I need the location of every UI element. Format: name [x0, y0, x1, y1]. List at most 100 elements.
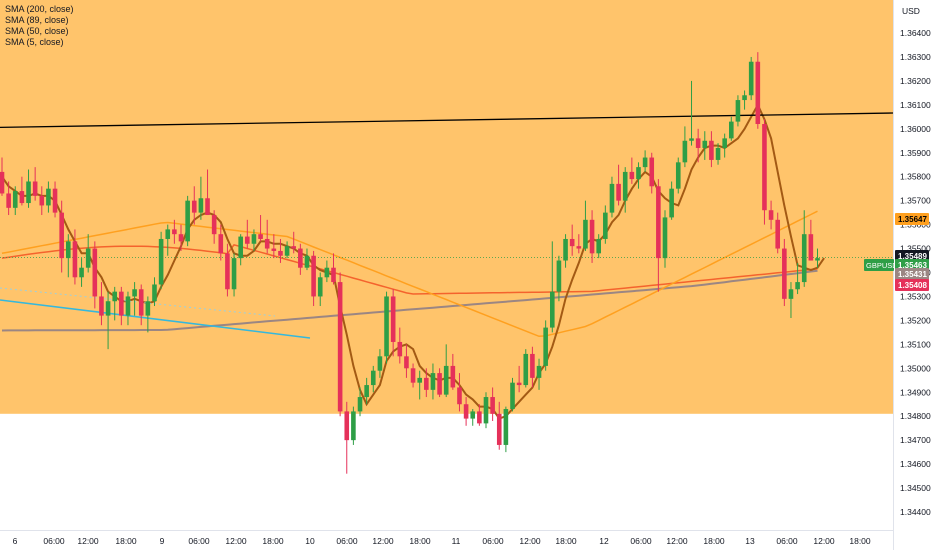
candle-body: [450, 365, 456, 388]
x-tick-label: 6: [13, 536, 18, 546]
x-tick-label: 12:00: [813, 536, 835, 546]
candle-body: [563, 238, 568, 261]
legend-sma200: SMA (200, close): [5, 4, 74, 14]
candle-body: [543, 327, 548, 366]
candle-body: [755, 61, 761, 125]
candle-body: [211, 215, 217, 235]
blue-trend-line: [0, 299, 311, 339]
legend-sma89: SMA (89, close): [5, 15, 69, 25]
candle-body: [516, 382, 522, 386]
candle-body: [99, 296, 104, 316]
y-tick-label: 1.35900: [900, 148, 931, 158]
candle-body: [735, 100, 741, 122]
candle-body: [384, 296, 389, 357]
candle-body: [225, 253, 230, 290]
candle-body: [675, 162, 681, 189]
x-tick-label: 12:00: [77, 536, 99, 546]
blue-trend-dotted-line: [0, 287, 276, 317]
candle-body: [510, 382, 515, 410]
candle-body: [762, 124, 767, 211]
candle-body: [530, 353, 535, 378]
y-tick-label: 1.35500: [900, 244, 931, 254]
candle-body: [264, 238, 270, 249]
x-tick-label: 11: [452, 536, 461, 546]
candle-body: [470, 411, 476, 419]
candle-body: [417, 377, 422, 383]
candle-body: [477, 411, 482, 424]
candle-body: [390, 296, 396, 342]
y-tick-label: 1.35700: [900, 196, 931, 206]
candle-body: [377, 356, 383, 371]
y-tick-label: 1.34800: [900, 411, 931, 421]
candle-body: [152, 284, 157, 302]
y-tick-label: 1.34400: [900, 507, 931, 517]
legend-sma5: SMA (5, close): [5, 37, 64, 47]
candle-body: [357, 397, 363, 412]
x-tick-label: 06:00: [482, 536, 504, 546]
candle-body: [138, 289, 144, 316]
x-tick-label: 12:00: [519, 536, 541, 546]
candle-body: [748, 61, 754, 96]
indicator-legend: SMA (200, close) SMA (89, close) SMA (50…: [5, 4, 74, 48]
candle-body: [158, 238, 164, 285]
candle-body: [801, 234, 807, 283]
candle-body: [457, 387, 462, 405]
candle-body: [125, 296, 131, 316]
candle-body: [12, 191, 18, 208]
x-tick-label: 06:00: [776, 536, 798, 546]
y-tick-label: 1.35200: [900, 315, 931, 325]
y-tick-label: 1.35000: [900, 363, 931, 373]
symbol-tag: [864, 259, 894, 271]
candle-body: [782, 248, 787, 299]
price-tag: [895, 279, 929, 291]
candle-body: [742, 95, 747, 101]
candle-body: [364, 385, 369, 398]
price-tag: [895, 268, 929, 280]
candle-body: [145, 301, 151, 316]
y-tick-label: 1.36300: [900, 52, 931, 62]
candle-body: [119, 291, 124, 316]
y-tick-label: 1.34500: [900, 483, 931, 493]
candle-body: [19, 191, 25, 204]
price-tag-label: 1.35463: [898, 261, 927, 270]
candle-body: [238, 236, 243, 259]
x-tick-label: 06:00: [630, 536, 652, 546]
candle-body: [0, 171, 5, 194]
candle-body: [424, 377, 429, 390]
candle-body: [815, 258, 820, 261]
candle-body: [112, 291, 118, 302]
candle-body: [656, 186, 661, 259]
candle-body: [682, 140, 688, 163]
candle-body: [39, 195, 45, 206]
candle-body: [556, 260, 562, 292]
candle-body: [245, 236, 250, 244]
candle-body: [172, 229, 177, 235]
candle-body: [205, 198, 210, 216]
x-tick-label: 9: [160, 536, 165, 546]
candle-body: [549, 291, 555, 328]
candle-body: [165, 229, 171, 239]
candle-body: [337, 282, 343, 412]
x-tick-label: 12:00: [666, 536, 688, 546]
candle-body: [622, 171, 628, 201]
candle-body: [669, 188, 674, 218]
x-tick-label: 18:00: [409, 536, 431, 546]
candle-body: [198, 198, 204, 213]
sma50-line: [1, 210, 818, 338]
candle-body: [715, 147, 721, 160]
candle-body: [92, 248, 98, 297]
candle-body: [178, 234, 184, 242]
candle-body: [324, 267, 330, 278]
y-tick-label: 1.35300: [900, 291, 931, 301]
y-tick-label: 1.35800: [900, 172, 931, 182]
candle-body: [629, 171, 635, 180]
candle-body: [66, 241, 71, 259]
y-tick-label: 1.36100: [900, 100, 931, 110]
candle-body: [271, 248, 277, 251]
candle-body: [808, 234, 814, 261]
candle-body: [729, 121, 734, 139]
candle-body: [583, 219, 588, 249]
y-tick-label: 1.34900: [900, 387, 931, 397]
x-tick-label: 06:00: [188, 536, 210, 546]
